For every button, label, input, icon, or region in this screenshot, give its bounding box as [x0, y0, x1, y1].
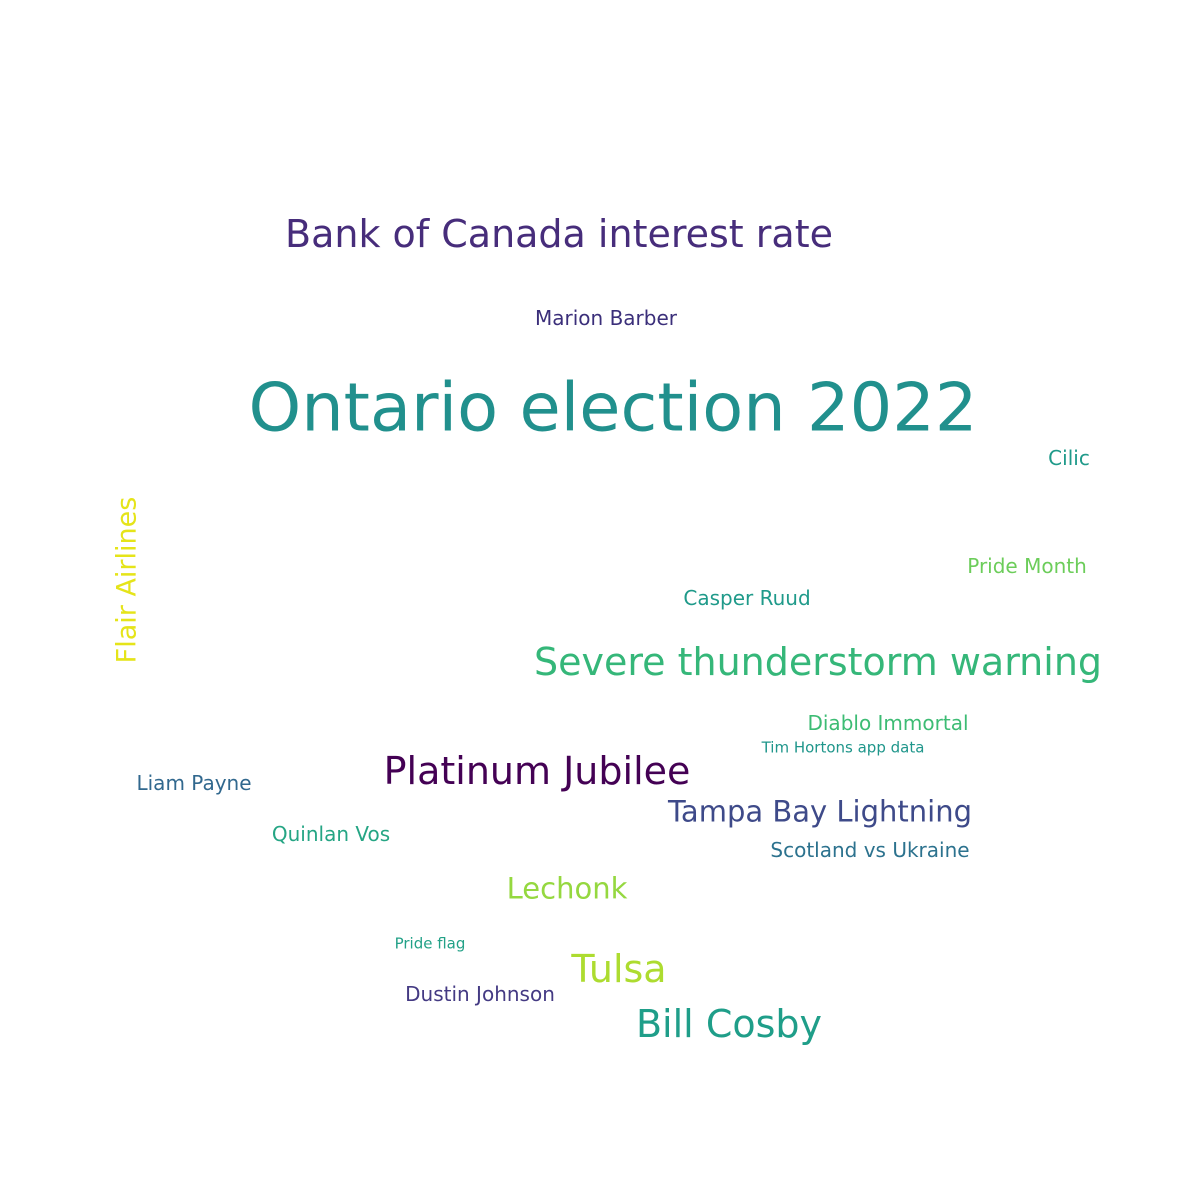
word-bill-cosby: Bill Cosby [635, 1002, 823, 1046]
word-pride-flag: Pride flag [394, 934, 466, 953]
word-flair-airlines: Flair Airlines [111, 496, 143, 664]
word-tampa-bay-lightning: Tampa Bay Lightning [668, 794, 972, 829]
word-bank-of-canada-interest-rate: Bank of Canada interest rate [285, 212, 833, 256]
word-platinum-jubilee: Platinum Jubilee [383, 749, 691, 793]
word-tulsa: Tulsa [571, 947, 667, 991]
word-pride-month: Pride Month [967, 554, 1087, 578]
word-cilic: Cilic [1048, 446, 1090, 470]
word-lechonk: Lechonk [506, 871, 628, 906]
word-diablo-immortal: Diablo Immortal [807, 711, 969, 735]
word-scotland-vs-ukraine: Scotland vs Ukraine [770, 838, 970, 862]
word-ontario-election-2022: Ontario election 2022 [248, 368, 978, 447]
word-severe-thunderstorm-warning: Severe thunderstorm warning [533, 640, 1103, 684]
word-casper-ruud: Casper Ruud [683, 586, 811, 610]
word-marion-barber: Marion Barber [535, 306, 677, 330]
word-quinlan-vos: Quinlan Vos [271, 822, 391, 846]
word-tim-hortons-app-data: Tim Hortons app data [761, 738, 925, 757]
word-dustin-johnson: Dustin Johnson [405, 982, 555, 1006]
word-liam-payne: Liam Payne [136, 771, 252, 795]
